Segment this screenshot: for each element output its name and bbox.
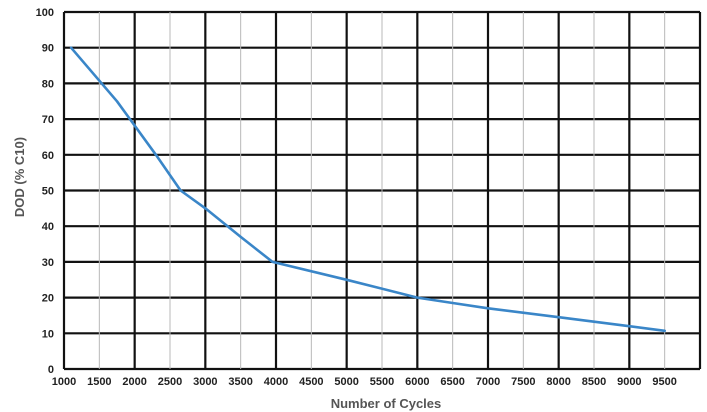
y-tick-labels: 0 10 20 30 40 50 60 70 80 90 100 — [36, 7, 54, 376]
y-tick-30: 30 — [42, 257, 54, 269]
x-tick-1500: 1500 — [87, 376, 111, 388]
x-tick-3000: 3000 — [193, 376, 217, 388]
x-tick-5000: 5000 — [334, 376, 358, 388]
y-axis-title: DOD (% C10) — [12, 137, 27, 217]
x-tick-1000: 1000 — [52, 376, 76, 388]
y-tick-60: 60 — [42, 150, 54, 162]
y-tick-10: 10 — [42, 328, 54, 340]
x-tick-7500: 7500 — [511, 376, 535, 388]
y-tick-20: 20 — [42, 293, 54, 305]
x-tick-2000: 2000 — [122, 376, 146, 388]
y-tick-100: 100 — [36, 7, 54, 19]
x-tick-4500: 4500 — [299, 376, 323, 388]
y-tick-90: 90 — [42, 43, 54, 55]
x-tick-2500: 2500 — [158, 376, 182, 388]
x-tick-4000: 4000 — [264, 376, 288, 388]
x-tick-6500: 6500 — [440, 376, 464, 388]
x-tick-3500: 3500 — [228, 376, 252, 388]
x-tick-labels: 1000 1500 2000 2500 3000 3500 4000 4500 5000 5500… — [52, 376, 677, 388]
y-tick-0: 0 — [48, 364, 54, 376]
x-tick-5500: 5500 — [370, 376, 394, 388]
y-tick-40: 40 — [42, 221, 54, 233]
y-tick-80: 80 — [42, 78, 54, 90]
y-tick-50: 50 — [42, 186, 54, 198]
x-tick-6000: 6000 — [405, 376, 429, 388]
x-tick-9000: 9000 — [617, 376, 641, 388]
x-tick-8000: 8000 — [546, 376, 570, 388]
x-tick-9500: 9500 — [652, 376, 676, 388]
x-axis-title: Number of Cycles — [331, 396, 442, 411]
series-layer — [69, 46, 667, 333]
x-tick-8500: 8500 — [582, 376, 606, 388]
grid — [62, 10, 702, 371]
y-tick-70: 70 — [42, 114, 54, 126]
x-tick-7000: 7000 — [476, 376, 500, 388]
series-line-0 — [69, 46, 667, 333]
